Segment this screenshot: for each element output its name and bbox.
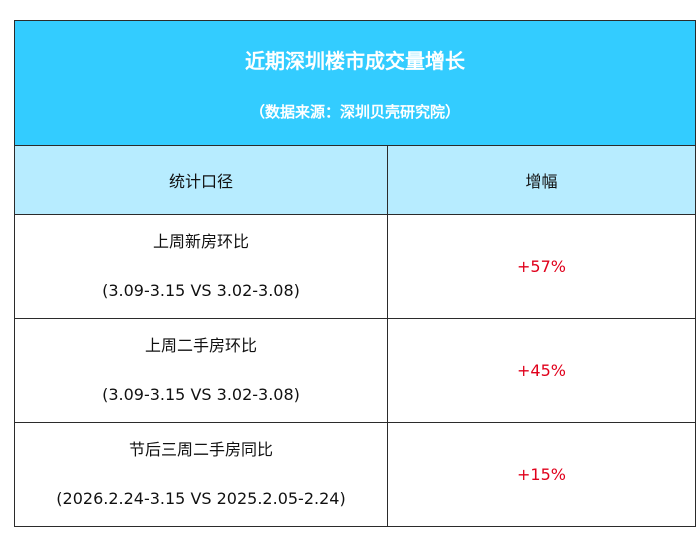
table-title: 近期深圳楼市成交量增长 bbox=[245, 49, 465, 73]
header-row: 统计口径 增幅 bbox=[14, 145, 696, 215]
growth-value: +57% bbox=[517, 257, 566, 276]
title-row: 近期深圳楼市成交量增长 （数据来源：深圳贝壳研究院） bbox=[14, 20, 696, 146]
table-row: 上周新房环比 (3.09-3.15 VS 3.02-3.08) +57% bbox=[14, 214, 696, 319]
column-header-growth: 增幅 bbox=[387, 145, 696, 215]
metric-period: (3.09-3.15 VS 3.02-3.08) bbox=[102, 281, 300, 300]
metric-cell: 节后三周二手房同比 (2026.2.24-3.15 VS 2025.2.05-2… bbox=[14, 422, 388, 527]
metric-name: 节后三周二手房同比 bbox=[128, 440, 273, 459]
metric-cell: 上周新房环比 (3.09-3.15 VS 3.02-3.08) bbox=[14, 214, 388, 319]
metric-cell: 上周二手房环比 (3.09-3.15 VS 3.02-3.08) bbox=[14, 318, 388, 423]
column-header-metric: 统计口径 bbox=[14, 145, 388, 215]
metric-period: (3.09-3.15 VS 3.02-3.08) bbox=[102, 385, 300, 404]
growth-cell: +15% bbox=[387, 422, 696, 527]
table-subtitle: （数据来源：深圳贝壳研究院） bbox=[249, 103, 460, 121]
metric-name: 上周新房环比 bbox=[152, 232, 249, 251]
metric-name: 上周二手房环比 bbox=[144, 336, 257, 355]
title-cell: 近期深圳楼市成交量增长 （数据来源：深圳贝壳研究院） bbox=[14, 20, 696, 146]
growth-value: +15% bbox=[517, 465, 566, 484]
growth-table: 近期深圳楼市成交量增长 （数据来源：深圳贝壳研究院） 统计口径 增幅 上周新房环… bbox=[14, 20, 696, 527]
metric-period: (2026.2.24-3.15 VS 2025.2.05-2.24) bbox=[56, 489, 346, 508]
growth-cell: +57% bbox=[387, 214, 696, 319]
growth-value: +45% bbox=[517, 361, 566, 380]
growth-cell: +45% bbox=[387, 318, 696, 423]
table-row: 上周二手房环比 (3.09-3.15 VS 3.02-3.08) +45% bbox=[14, 318, 696, 423]
table-row: 节后三周二手房同比 (2026.2.24-3.15 VS 2025.2.05-2… bbox=[14, 422, 696, 527]
